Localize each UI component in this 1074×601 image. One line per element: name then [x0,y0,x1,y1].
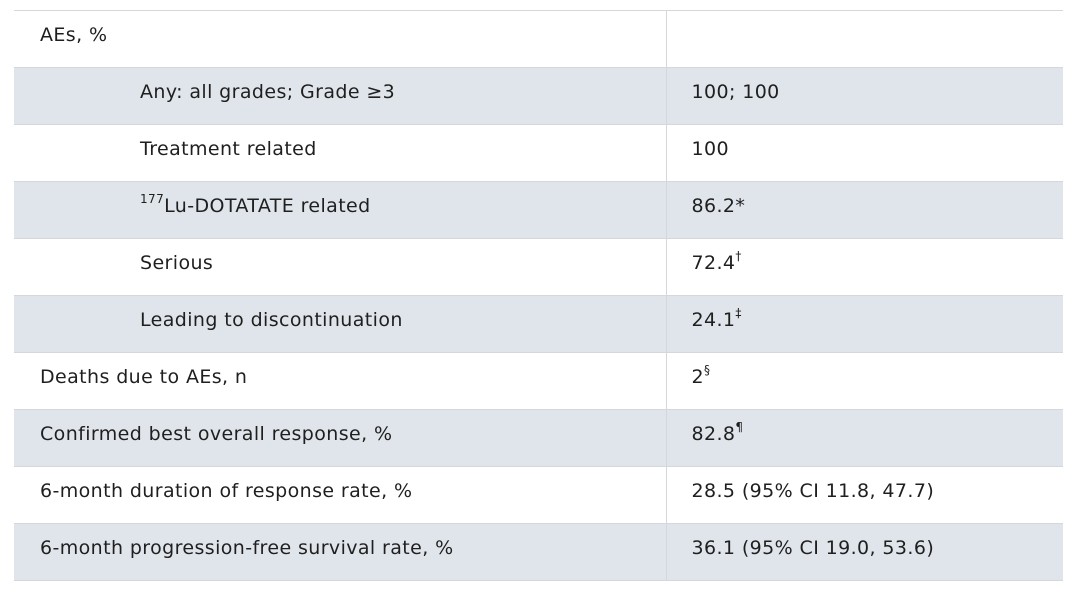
row-label: 6-month duration of response rate, % [40,480,413,502]
table-row: AEs, % [14,10,1063,68]
row-value: 72.4† [691,249,742,274]
table-row: Confirmed best overall response, % 82.8¶ [14,409,1063,467]
row-label: Leading to discontinuation [140,309,403,331]
row-label-cell: 6-month progression-free survival rate, … [14,523,667,581]
table-row: Any: all grades; Grade ≥3 100; 100 [14,67,1063,125]
row-value: 28.5 (95% CI 11.8, 47.7) [691,480,935,502]
row-label-cell: Confirmed best overall response, % [14,409,667,467]
results-table: AEs, % Any: all grades; Grade ≥3 100; 10… [14,10,1063,581]
row-value-cell [666,10,1063,68]
table-row: Serious 72.4† [14,238,1063,296]
table-row: 177Lu-DOTATATE related 86.2* [14,181,1063,239]
row-value-cell: 100 [666,124,1063,182]
isotope-mass-number: 177 [140,192,165,206]
row-value-cell: 24.1‡ [666,295,1063,353]
row-value-cell: 72.4† [666,238,1063,296]
row-value-cell: 100; 100 [666,67,1063,125]
row-label-cell: Deaths due to AEs, n [14,352,667,410]
row-label: Confirmed best overall response, % [40,423,393,445]
row-label-cell: AEs, % [14,10,667,68]
table-row: 6-month progression-free survival rate, … [14,523,1063,581]
row-label-cell: Leading to discontinuation [14,295,667,353]
row-label-cell: Serious [14,238,667,296]
table-row: Deaths due to AEs, n 2§ [14,352,1063,410]
table-row: Treatment related 100 [14,124,1063,182]
row-value: 82.8¶ [691,420,744,445]
row-label-cell: 6-month duration of response rate, % [14,466,667,524]
row-label-cell: 177Lu-DOTATATE related [14,181,667,239]
row-value: 2§ [691,363,711,388]
row-value: 86.2* [691,195,746,217]
row-value-cell: 82.8¶ [666,409,1063,467]
footnote-marker: † [735,249,742,263]
row-label: 6-month progression-free survival rate, … [40,537,454,559]
row-value-cell: 2§ [666,352,1063,410]
row-label: Any: all grades; Grade ≥3 [140,81,396,103]
table-row: 6-month duration of response rate, % 28.… [14,466,1063,524]
row-label-cell: Any: all grades; Grade ≥3 [14,67,667,125]
footnote-marker: § [704,363,711,377]
row-label-cell: Treatment related [14,124,667,182]
footnote-marker: ¶ [735,420,744,434]
row-value: 24.1‡ [691,306,742,331]
table-row: Leading to discontinuation 24.1‡ [14,295,1063,353]
row-label: Deaths due to AEs, n [40,366,248,388]
row-value-cell: 86.2* [666,181,1063,239]
row-value-cell: 28.5 (95% CI 11.8, 47.7) [666,466,1063,524]
row-label: 177Lu-DOTATATE related [140,192,371,217]
row-label: AEs, % [40,24,108,46]
row-value: 36.1 (95% CI 19.0, 53.6) [691,537,935,559]
row-value: 100; 100 [691,81,780,103]
row-label: Treatment related [140,138,317,160]
row-label: Serious [140,252,214,274]
row-value-cell: 36.1 (95% CI 19.0, 53.6) [666,523,1063,581]
footnote-marker: ‡ [735,306,742,320]
row-value: 100 [691,138,729,160]
